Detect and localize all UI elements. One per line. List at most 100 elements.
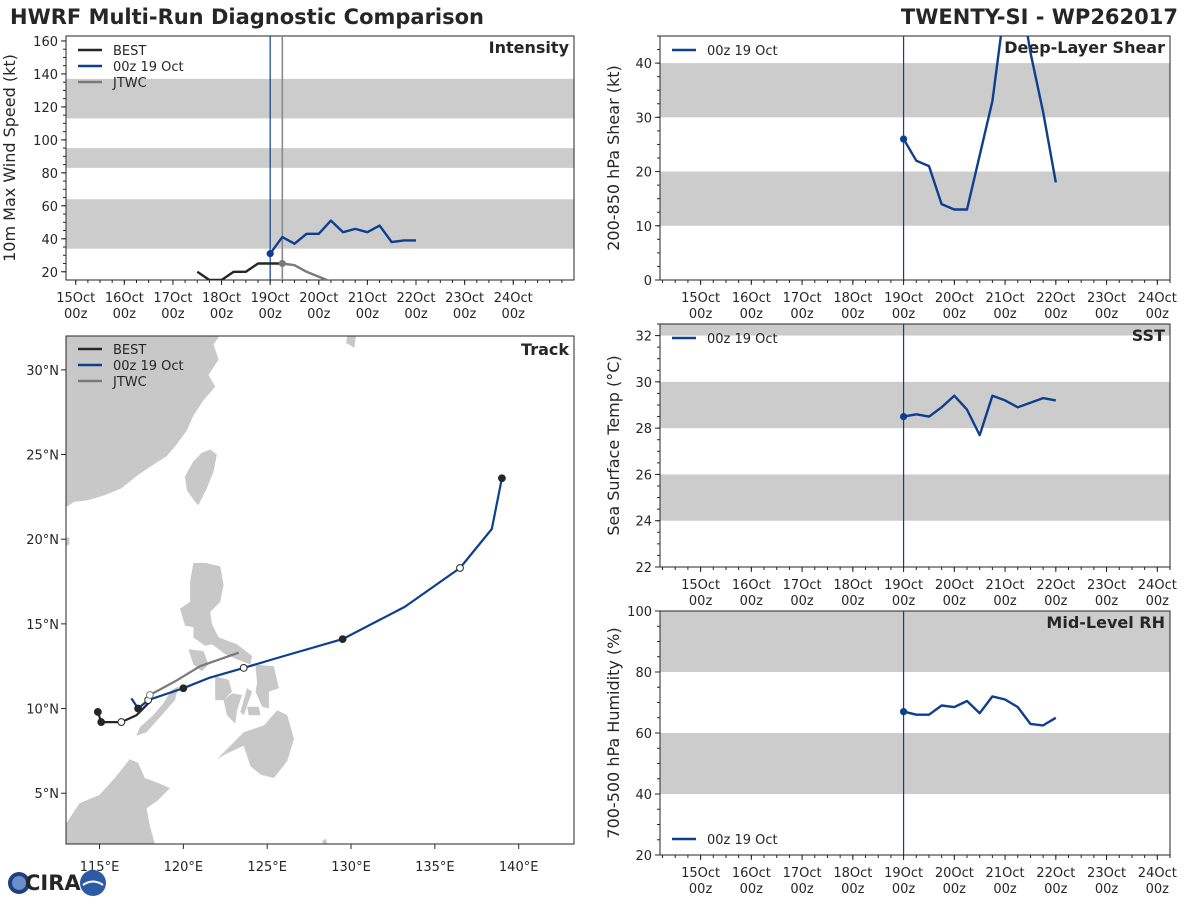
intensity-xtick-label-hour: 00z	[64, 307, 88, 322]
intensity-marker-jtwc	[278, 259, 286, 268]
mindanao-landmass	[216, 710, 294, 778]
track-marker-run	[498, 474, 506, 483]
sst-xtick-label: 22Oct	[1036, 578, 1075, 593]
intensity-ytick-label: 80	[41, 167, 58, 182]
shear-xtick-label-hour: 00z	[1146, 307, 1170, 322]
track-legend-label-best: BEST	[113, 343, 146, 358]
intensity-band-1	[66, 148, 574, 168]
shear-band-0	[660, 171, 1170, 226]
shear-xtick-label-hour: 00z	[841, 307, 865, 322]
shear-xtick-label: 17Oct	[783, 291, 822, 306]
intensity-xtick-label: 16Oct	[105, 291, 144, 306]
intensity-panel: 2040608010012014016015Oct00z16Oct00z17Oc…	[0, 35, 575, 322]
rh-xtick-label: 24Oct	[1138, 866, 1177, 881]
panay-landmass	[215, 676, 232, 701]
track-frame	[65, 335, 575, 845]
track-xtick-label: 120°E	[164, 860, 204, 875]
sst-xtick-label: 20Oct	[935, 578, 974, 593]
sst-band-0	[660, 474, 1170, 521]
taiwan-landmass	[185, 449, 217, 506]
shear-xtick-label-hour: 00z	[689, 307, 713, 322]
intensity-marker-run	[266, 250, 274, 258]
intensity-xtick-label: 22Oct	[396, 291, 435, 306]
land-masses	[66, 336, 356, 844]
cebu-landmass	[240, 688, 253, 716]
rh-xtick-label: 20Oct	[935, 866, 974, 881]
china-landmass	[66, 336, 220, 507]
shear-ytick-label: 20	[635, 166, 652, 181]
intensity-ytick-label: 120	[33, 101, 58, 116]
rh-xtick-label-hour: 00z	[892, 882, 916, 897]
sst-xtick-label: 24Oct	[1138, 578, 1177, 593]
intensity-ytick-label: 160	[33, 35, 58, 50]
sst-frame	[659, 323, 1171, 568]
track-ytick-label: 15°N	[26, 618, 59, 633]
shear-xtick-label-hour: 00z	[1095, 307, 1119, 322]
sst-xtick-label-hour: 00z	[689, 594, 713, 609]
shear-xtick-label-hour: 00z	[740, 307, 764, 322]
intensity-xtick-label: 24Oct	[494, 291, 533, 306]
rh-xtick-label-hour: 00z	[1095, 882, 1119, 897]
rh-xtick-label-hour: 00z	[841, 882, 865, 897]
rh-ytick-label: 60	[635, 727, 652, 742]
track-ytick-label: 10°N	[26, 703, 59, 718]
intensity-legend-label-jtwc: JTWC	[112, 76, 147, 91]
rh-xtick-label: 19Oct	[884, 866, 923, 881]
shear-series-run	[902, 36, 1057, 211]
track-panel: 115°E 120°E 125°E 130°E 135°E 140°E5°N10°N15°…	[26, 335, 575, 875]
track-ytick-label: 25°N	[26, 449, 59, 464]
sst-xtick-label-hour: 00z	[1146, 594, 1170, 609]
rh-ytick-label: 20	[635, 849, 652, 864]
track-marker-best	[117, 718, 126, 726]
track-ytick-label: 5°N	[35, 787, 60, 802]
intensity-xtick-label: 15Oct	[56, 291, 95, 306]
intensity-xtick-label: 17Oct	[153, 291, 192, 306]
samar-leyte-landmass	[255, 664, 279, 709]
rh-xtick-label-hour: 00z	[689, 882, 713, 897]
sst-ytick-label: 24	[635, 515, 652, 530]
sst-xtick-label: 15Oct	[681, 578, 720, 593]
sst-xtick-label: 16Oct	[732, 578, 771, 593]
sst-title: SST	[1132, 326, 1165, 345]
shear-ytick-label: 30	[635, 111, 652, 126]
intensity-xtick-label: 18Oct	[202, 291, 241, 306]
track-marker-run	[134, 704, 142, 713]
rh-xtick-label-hour: 00z	[1044, 882, 1068, 897]
shear-xtick-label-hour: 00z	[790, 307, 814, 322]
intensity-xtick-label-hour: 00z	[502, 307, 526, 322]
intensity-legend-label-run: 00z 19 Oct	[113, 60, 184, 75]
figure-title: HWRF Multi-Run Diagnostic Comparison	[10, 5, 485, 29]
sst-xtick-label-hour: 00z	[1044, 594, 1068, 609]
shear-xtick-label: 19Oct	[884, 291, 923, 306]
shear-xtick-label-hour: 00z	[1044, 307, 1068, 322]
intensity-xtick-label: 20Oct	[299, 291, 338, 306]
borneo-landmass	[66, 759, 170, 844]
cira-logo: CIRA	[5, 868, 110, 902]
shear-ytick-label: 10	[635, 220, 652, 235]
track-marker-run	[338, 635, 347, 644]
intensity-xtick-label-hour: 00z	[258, 307, 282, 322]
rh-xtick-label-hour: 00z	[993, 882, 1017, 897]
shear-xtick-label: 20Oct	[935, 291, 974, 306]
intensity-ytick-label: 60	[41, 200, 58, 215]
bohol-landmass	[247, 706, 261, 716]
sst-xtick-label: 17Oct	[783, 578, 822, 593]
sst-ytick-label: 30	[635, 376, 652, 391]
track-marker-best	[97, 718, 106, 726]
sst-xtick-label: 23Oct	[1087, 578, 1126, 593]
shear-xtick-label: 15Oct	[681, 291, 720, 306]
rh-xtick-label: 16Oct	[732, 866, 771, 881]
sst-ylabel: Sea Surface Temp (°C)	[604, 355, 623, 535]
sst-xtick-label: 19Oct	[884, 578, 923, 593]
shear-ytick-label: 40	[635, 57, 652, 72]
rh-xtick-label: 21Oct	[986, 866, 1025, 881]
intensity-band-0	[66, 199, 574, 249]
rh-xtick-label: 22Oct	[1036, 866, 1075, 881]
rh-ytick-label: 40	[635, 788, 652, 803]
morotai-island	[322, 838, 328, 844]
shear-title: Deep-Layer Shear	[1004, 38, 1165, 57]
shear-panel: 01020304015Oct00z16Oct00z17Oct00z18Oct00…	[604, 35, 1177, 322]
shear-xtick-label: 21Oct	[986, 291, 1025, 306]
shear-xtick-label-hour: 00z	[993, 307, 1017, 322]
track-xtick-label: 125°E	[247, 860, 287, 875]
